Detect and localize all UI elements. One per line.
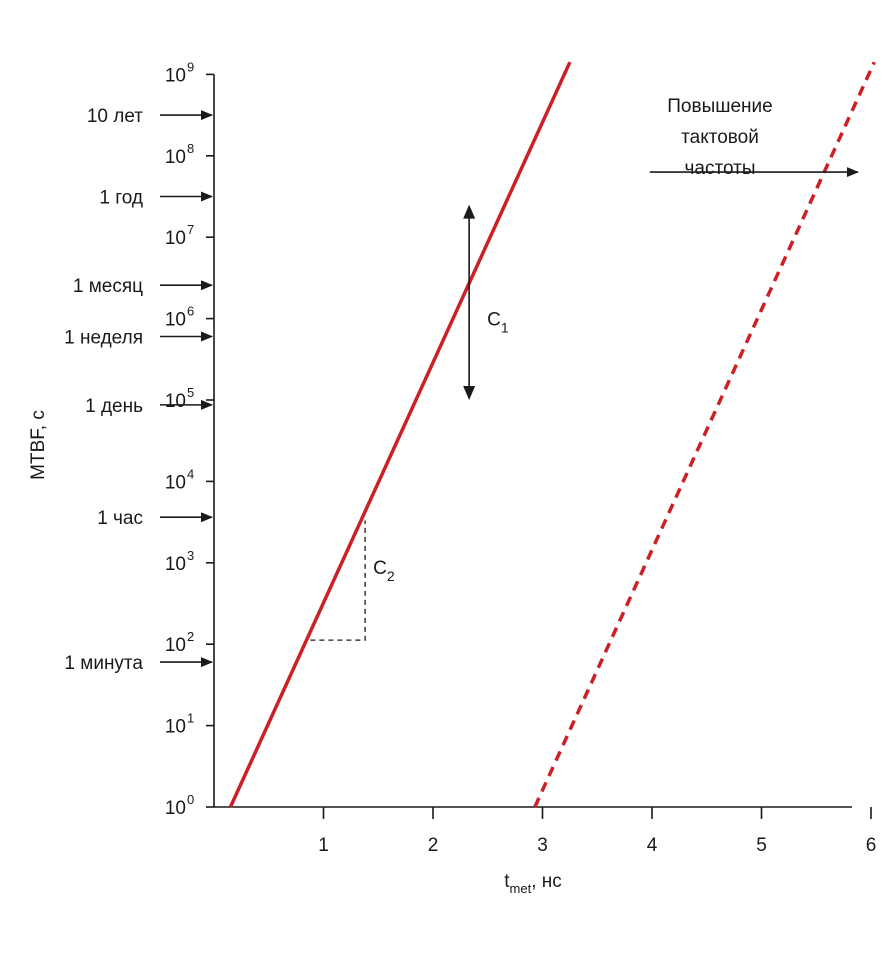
axes xyxy=(213,74,852,808)
y-tick-base: 10 xyxy=(165,310,186,331)
c2-slope-triangle xyxy=(310,520,366,641)
solid-series-line xyxy=(228,61,572,808)
y-tick-label: 10 xyxy=(165,554,186,575)
y-tick-exponent: 6 xyxy=(187,304,194,319)
y-tick-exponent: 8 xyxy=(187,141,194,156)
y-tick-base: 10 xyxy=(165,635,186,656)
time-marker-label: 1 год xyxy=(99,188,143,209)
x-tick-label: 5 xyxy=(756,835,767,856)
series-group xyxy=(228,61,876,808)
y-tick-label: 10 xyxy=(165,147,186,168)
y-tick-base: 10 xyxy=(165,391,186,412)
y-tick-label: 10 xyxy=(165,472,186,493)
x-tick-label: 2 xyxy=(428,835,439,856)
time-marker-label: 10 лет xyxy=(87,106,143,127)
y-tick-label: 10 xyxy=(165,798,186,819)
x-tick-label: 4 xyxy=(647,835,658,856)
y-tick-base: 10 xyxy=(165,147,186,168)
y-tick-exponent: 5 xyxy=(187,385,194,400)
x-axis-ticks: 1 2 3 4 5 6 xyxy=(318,807,876,856)
y-tick-label: 10 xyxy=(165,65,186,86)
y-axis-title: MTBF, с xyxy=(28,410,49,480)
y-tick-label: 10 xyxy=(165,228,186,249)
dashed-series-line xyxy=(533,61,876,808)
c2-label-sub: 2 xyxy=(387,568,395,584)
c1-arrow-up xyxy=(463,204,476,219)
x-tick-label: 3 xyxy=(537,835,548,856)
c1-label-sub: 1 xyxy=(501,320,509,336)
y-tick-label: 10 xyxy=(165,717,186,738)
y-tick-base: 10 xyxy=(165,65,186,86)
y-tick-exponent: 9 xyxy=(187,59,194,74)
y-tick-base: 10 xyxy=(165,717,186,738)
clock-annotation-line: тактовой xyxy=(681,127,759,148)
y-tick-exponent: 4 xyxy=(187,466,194,481)
time-marker-label: 1 месяц xyxy=(73,276,143,297)
c1-arrow-down xyxy=(463,386,476,400)
x-tick-label: 1 xyxy=(318,835,329,856)
time-markers: 10 лет 1 год 1 месяц 1 неделя 1 день 1 час 1 м… xyxy=(64,106,213,674)
clock-annotation-line: частоты xyxy=(685,158,756,179)
y-tick-base: 10 xyxy=(165,228,186,249)
y-tick-exponent: 3 xyxy=(187,548,194,563)
c1-label-main: C xyxy=(487,310,501,331)
y-tick-base: 10 xyxy=(165,554,186,575)
time-marker-label: 1 час xyxy=(97,508,143,529)
time-marker-label: 1 минута xyxy=(64,653,143,674)
y-tick-base: 10 xyxy=(165,472,186,493)
c1-label: C1 xyxy=(487,310,509,336)
x-axis-title-unit: , нс xyxy=(531,871,562,892)
y-tick-label: 10 xyxy=(165,635,186,656)
x-tick-label: 6 xyxy=(866,835,877,856)
y-tick-label: 10 xyxy=(165,310,186,331)
y-tick-exponent: 2 xyxy=(187,629,194,644)
y-tick-exponent: 0 xyxy=(187,792,194,807)
y-tick-exponent: 1 xyxy=(187,711,194,726)
c2-label-main: C xyxy=(373,558,387,579)
clock-annotation-line: Повышение xyxy=(667,96,772,117)
y-tick-label: 10 xyxy=(165,391,186,412)
y-tick-base: 10 xyxy=(165,798,186,819)
axis-titles: MTBF, с tmet, нс xyxy=(28,410,562,896)
x-axis-title-main: t xyxy=(504,871,510,892)
x-axis-title: tmet, нс xyxy=(504,871,562,896)
time-marker-label: 1 неделя xyxy=(64,328,143,349)
time-marker-label: 1 день xyxy=(85,396,143,417)
c2-label: C2 xyxy=(373,558,395,584)
y-tick-exponent: 7 xyxy=(187,222,194,237)
x-axis-title-sub: met xyxy=(510,881,532,896)
